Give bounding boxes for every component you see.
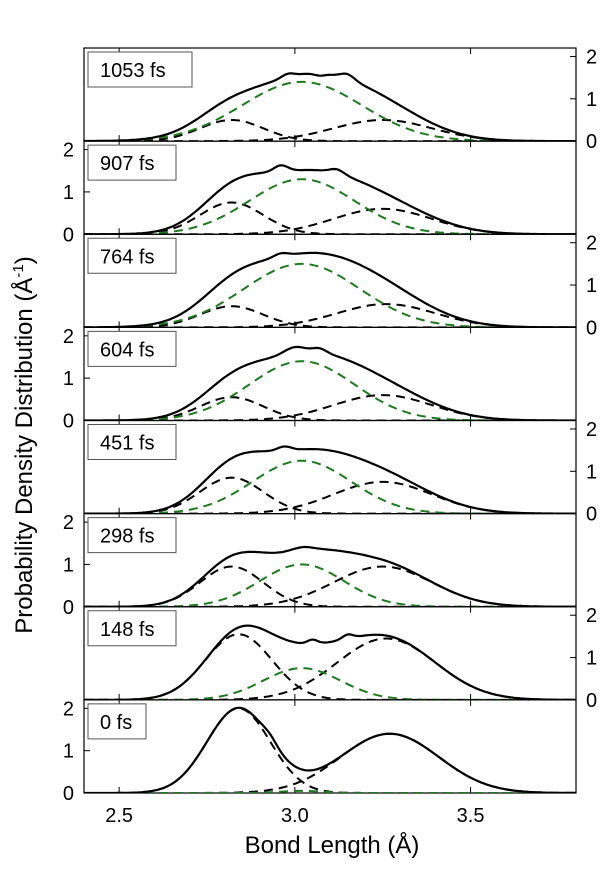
series-total [84,164,576,235]
panel-298-fs: 0 1 2 298 fs [63,512,577,619]
panel-time-label: 604 fs [87,330,177,367]
x-tick-label: 3.0 [281,805,309,827]
panel-1053-fs: 0 1 2 1053 fs [83,46,597,153]
panel-time-label-text: 451 fs [100,433,154,455]
y-tick-label: 0 [586,690,597,712]
panel-time-label: 907 fs [87,144,177,181]
series-total [84,545,576,607]
y-tick-label: 1 [63,554,74,576]
y-tick-label: 1 [586,89,597,111]
y-tick-label: 0 [586,504,597,526]
y-tick-label: 2 [586,605,597,627]
panel-curves [84,706,576,793]
panel-time-label-text: 907 fs [100,153,154,175]
x-axis: 2.5 3.0 3.5 [105,805,484,827]
series-center-component [84,789,576,793]
y-tick-label: 2 [586,419,597,441]
y-tick-label: 2 [63,698,74,720]
series-right-component [84,637,576,700]
series-left-component [84,201,576,235]
y-tick-label: 0 [63,411,74,433]
y-tick-label: 0 [586,131,597,153]
series-total [84,72,576,142]
y-tick-label: 1 [63,368,74,390]
x-axis-label: Bond Length (Å) [245,831,420,859]
panel-764-fs: 0 1 2 764 fs [83,233,597,339]
y-tick-label: 2 [586,46,597,68]
panel-time-label: 0 fs [87,703,147,740]
y-axis-label-close: ) [11,256,38,264]
y-tick-label: 2 [63,140,74,162]
series-center-component [84,459,576,514]
panels-group: 0 1 2 1053 fs 0 1 2 907 fs 0 1 2 764 fs 0 1 2 604 fs 0 1 2… [63,46,597,805]
panel-148-fs: 0 1 2 148 fs [83,605,597,712]
series-right-component [84,394,576,421]
series-center-component [84,178,576,235]
panel-907-fs: 0 1 2 907 fs [63,140,577,246]
y-tick-label: 1 [586,648,597,670]
y-tick-label: 1 [586,275,597,297]
panel-time-label-text: 298 fs [100,526,154,548]
panel-time-label: 764 fs [87,237,177,274]
series-left-component [84,119,576,142]
y-axis-label: Probability Density Distribution (Å-1) [10,256,38,633]
y-axis-label-main: Probability Density Distribution (Å [10,278,38,634]
panel-time-label: 451 fs [87,424,177,460]
series-left-component [84,305,576,328]
y-tick-label: 0 [63,597,74,619]
y-tick-label: 2 [586,233,597,255]
y-tick-label: 1 [586,461,597,483]
series-total [84,624,576,700]
series-right-component [84,303,576,328]
panel-time-label: 298 fs [87,517,177,554]
series-total [84,345,576,421]
y-axis-label-superscript: -1 [10,264,27,277]
panel-604-fs: 0 1 2 604 fs [63,326,577,433]
series-right-component [84,119,576,142]
series-total [84,706,576,793]
panel-time-label: 1053 fs [87,51,193,88]
series-left-component [84,707,576,793]
y-tick-label: 2 [63,512,74,534]
panel-curves [84,545,576,607]
y-tick-label: 2 [63,326,74,348]
panel-time-label-text: 0 fs [100,712,132,734]
series-center-component [84,80,576,142]
y-tick-label: 0 [63,224,74,246]
y-tick-label: 1 [63,741,74,763]
x-tick-label: 3.5 [457,805,485,827]
y-tick-label: 0 [586,317,597,339]
y-tick-label: 0 [63,783,74,805]
series-total [84,251,576,328]
panel-time-label-text: 148 fs [100,619,154,641]
panel-451-fs: 0 1 2 451 fs [83,419,597,526]
panel-frame [83,699,577,794]
panel-0-fs: 0 1 2 0 fs [63,698,577,805]
x-tick-label: 2.5 [105,805,133,827]
series-center-component [84,360,576,421]
y-tick-label: 1 [63,182,74,204]
panel-time-label: 148 fs [87,610,177,647]
series-total [84,445,576,514]
series-center-component [84,563,576,607]
panel-time-label-text: 1053 fs [100,60,166,82]
series-right-component [84,480,576,514]
panel-time-label-text: 764 fs [100,246,154,268]
panel-time-label-text: 604 fs [100,339,154,361]
